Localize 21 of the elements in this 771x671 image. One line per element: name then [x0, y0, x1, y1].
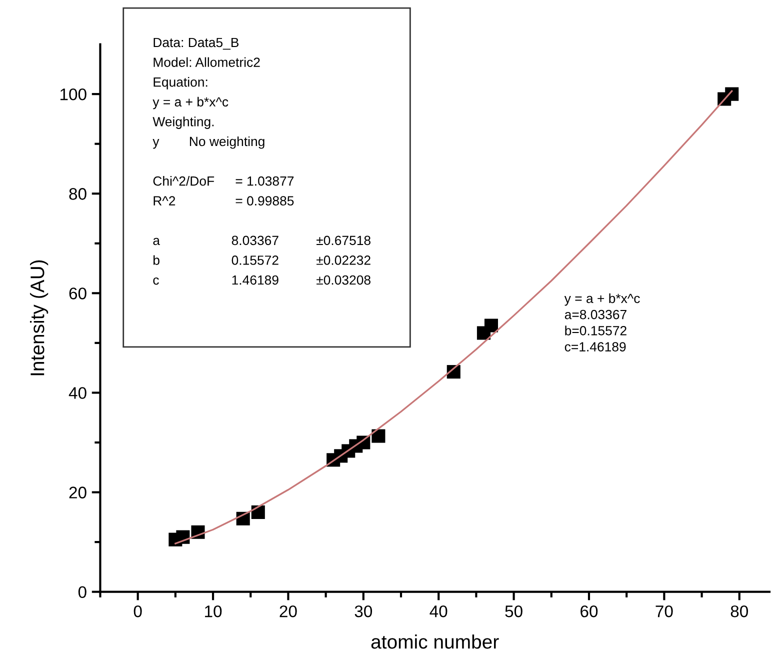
x-tick-label: 70 [656, 605, 673, 618]
text: Data: Data5_B Model: Allometric2 Equation: y = a + b*x^c Weighting. y No weighting Chi^2/DoF = 1.03877 R^2 = 0.99885 a 8.03367 ±0.67518 b 0.15572 ±0.02232 c 1.46189 ±0.03208 [152, 38, 370, 285]
annotation: y = a + b*x^c a=8.03367 b=0.15572 c=1.46189 [564, 293, 640, 352]
x-tick-label: 80 [730, 605, 748, 618]
y-tick-label: 60 [69, 288, 86, 300]
x-tick-label: 50 [505, 605, 522, 618]
y-tick-label: 0 [78, 586, 86, 598]
x-tick-label: 0 [134, 605, 142, 618]
x-axis-title: atomic number [371, 634, 499, 649]
x-tick-label: 10 [205, 605, 222, 618]
point [372, 429, 386, 443]
x-tick-label: 40 [430, 605, 448, 618]
x-tick-label: 30 [354, 605, 372, 618]
y-tick-label: 40 [68, 387, 86, 399]
x-tick-label: 20 [280, 605, 297, 618]
y-tick-label: 20 [69, 486, 86, 498]
y-tick-label: 100 [60, 88, 86, 100]
x-tick-label: 60 [580, 605, 598, 618]
y-axis-title: Intensity (AU) [30, 260, 48, 376]
point [484, 318, 498, 332]
y-tick-label: 80 [69, 188, 86, 200]
